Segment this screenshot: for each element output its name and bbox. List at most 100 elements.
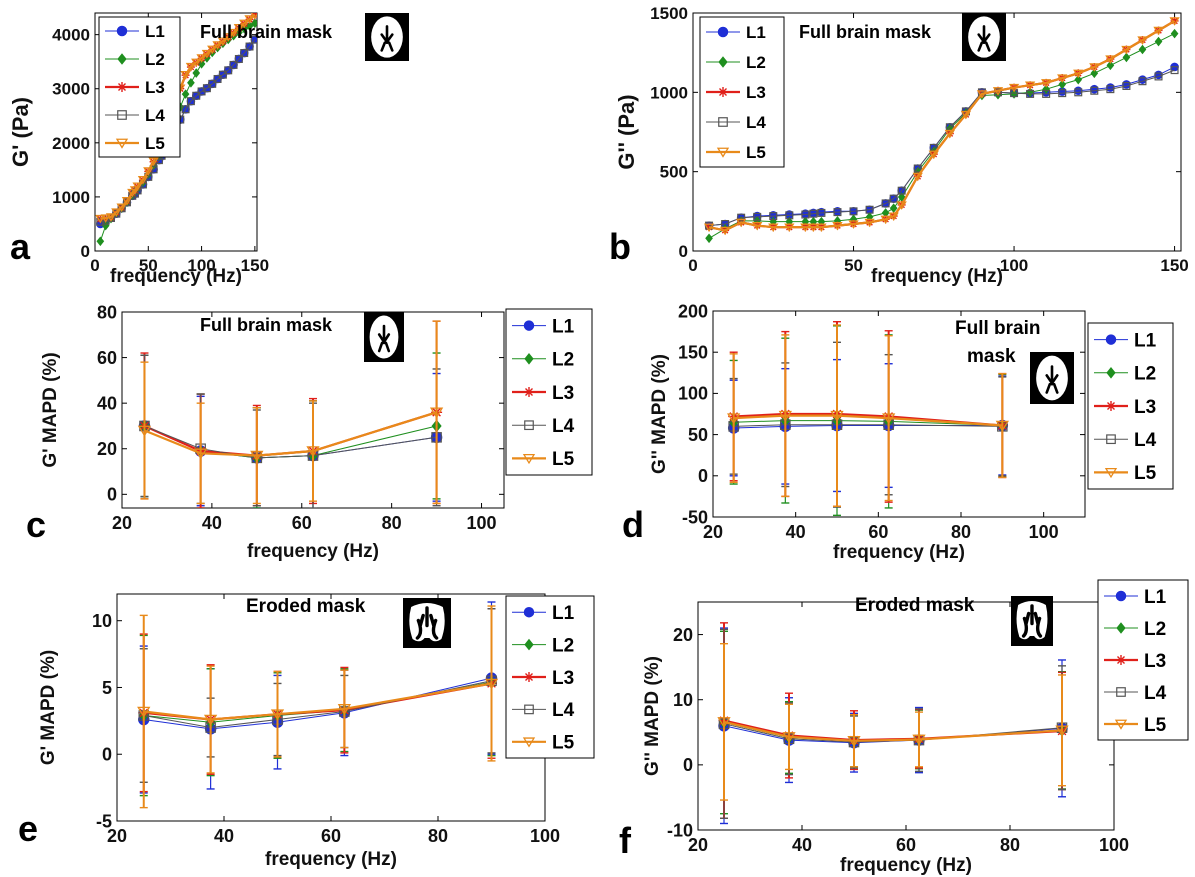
data-point: [213, 74, 222, 83]
data-point: [727, 413, 741, 425]
y-tick-label: 0: [102, 745, 112, 765]
y-tick-label: 150: [678, 343, 708, 363]
data-point: [976, 90, 988, 99]
data-point: [889, 194, 898, 203]
y-axis-label: G'' MAPD (%): [642, 656, 663, 776]
legend-label: L3: [1144, 651, 1166, 672]
legend-marker: [524, 672, 534, 682]
panel-letter: e: [18, 808, 38, 849]
y-tick-label: 0: [679, 242, 688, 261]
data-point: [245, 42, 254, 51]
mask-annotation: Full brain mask: [799, 22, 932, 42]
x-tick-label: 80: [1000, 835, 1020, 855]
legend-label: L2: [1134, 364, 1156, 385]
data-point: [717, 717, 731, 729]
y-axis-label: G'' MAPD (%): [649, 354, 670, 474]
data-point: [1169, 17, 1180, 26]
x-tick-label: 150: [241, 256, 269, 275]
legend-marker: [524, 387, 534, 397]
x-tick-label: 80: [382, 513, 402, 533]
legend-marker: [1105, 334, 1117, 345]
y-tick-label: 500: [660, 163, 688, 182]
legend-marker: [718, 87, 728, 97]
data-point: [484, 678, 499, 690]
y-tick-label: 0: [81, 242, 90, 261]
data-point: [800, 223, 811, 233]
legend-marker: [523, 320, 535, 331]
legend-label: L3: [552, 668, 574, 689]
panel-letter: c: [26, 504, 46, 545]
data-point: [203, 714, 218, 726]
x-tick-label: 60: [292, 513, 312, 533]
data-point: [768, 223, 779, 233]
legend-marker: [117, 53, 127, 65]
legend-marker: [718, 56, 728, 68]
data-point: [192, 91, 201, 100]
y-tick-label: 200: [678, 301, 708, 321]
data-point: [229, 60, 238, 69]
data-point: [116, 203, 127, 213]
data-point: [1010, 89, 1019, 98]
data-point: [1089, 63, 1100, 72]
legend-label: L2: [746, 53, 766, 72]
x-axis-label: frequency (Hz): [110, 266, 242, 287]
series-group: [137, 320, 444, 508]
data-point: [1042, 84, 1050, 94]
y-tick-label: -10: [667, 820, 693, 840]
brain-icon-ventricles: [977, 25, 991, 52]
x-tick-label: 50: [844, 256, 863, 275]
y-tick-label: 1500: [650, 4, 688, 23]
data-point: [865, 205, 874, 214]
data-point: [1024, 81, 1036, 91]
data-point: [1138, 44, 1147, 55]
data-point: [143, 167, 154, 176]
data-point: [217, 37, 229, 46]
mask-annotation: Full brain mask: [200, 315, 333, 335]
data-point: [191, 58, 202, 68]
data-point: [1105, 55, 1116, 64]
x-tick-label: 60: [868, 522, 888, 542]
legend-marker: [117, 110, 127, 120]
data-point: [913, 164, 922, 173]
legend-label: L5: [552, 733, 575, 754]
data-point: [337, 704, 352, 716]
x-tick-label: 50: [139, 256, 158, 275]
series-line: [723, 720, 1063, 742]
data-point: [736, 218, 747, 228]
data-point: [1055, 725, 1069, 737]
y-tick-label: 60: [97, 348, 117, 368]
legend: L1 L2 L3 L4 L5: [1097, 579, 1189, 741]
data-point: [186, 97, 195, 106]
x-tick-label: 20: [107, 826, 127, 846]
data-point: [880, 215, 891, 225]
x-tick-label: 0: [90, 256, 99, 275]
data-point: [250, 35, 257, 44]
data-point: [1138, 77, 1147, 86]
data-point: [864, 218, 875, 228]
data-point: [785, 211, 794, 220]
legend: L1 L2 L3 L4 L5: [505, 595, 595, 759]
data-point: [1008, 83, 1020, 93]
data-point: [1074, 74, 1083, 85]
data-point: [1090, 86, 1099, 95]
x-axis-label: frequency (Hz): [840, 855, 972, 876]
data-point: [105, 213, 117, 222]
legend-label: L2: [1144, 619, 1166, 640]
legend: L1 L2 L3 L4 L5: [699, 16, 785, 168]
legend-marker: [1104, 467, 1118, 479]
x-tick-label: 100: [187, 256, 215, 275]
legend-label: L1: [552, 316, 575, 337]
x-tick-label: 60: [896, 835, 916, 855]
data-point: [960, 110, 972, 120]
data-point: [129, 186, 141, 195]
data-point: [148, 157, 159, 167]
data-point: [181, 105, 190, 114]
legend-marker: [522, 453, 536, 465]
legend-label: L4: [145, 106, 165, 125]
legend-marker: [524, 420, 534, 431]
data-point: [705, 223, 714, 232]
series-L5: [727, 324, 1009, 507]
data-point: [778, 410, 792, 422]
legend-label: L2: [552, 635, 574, 656]
data-point: [1121, 45, 1132, 55]
